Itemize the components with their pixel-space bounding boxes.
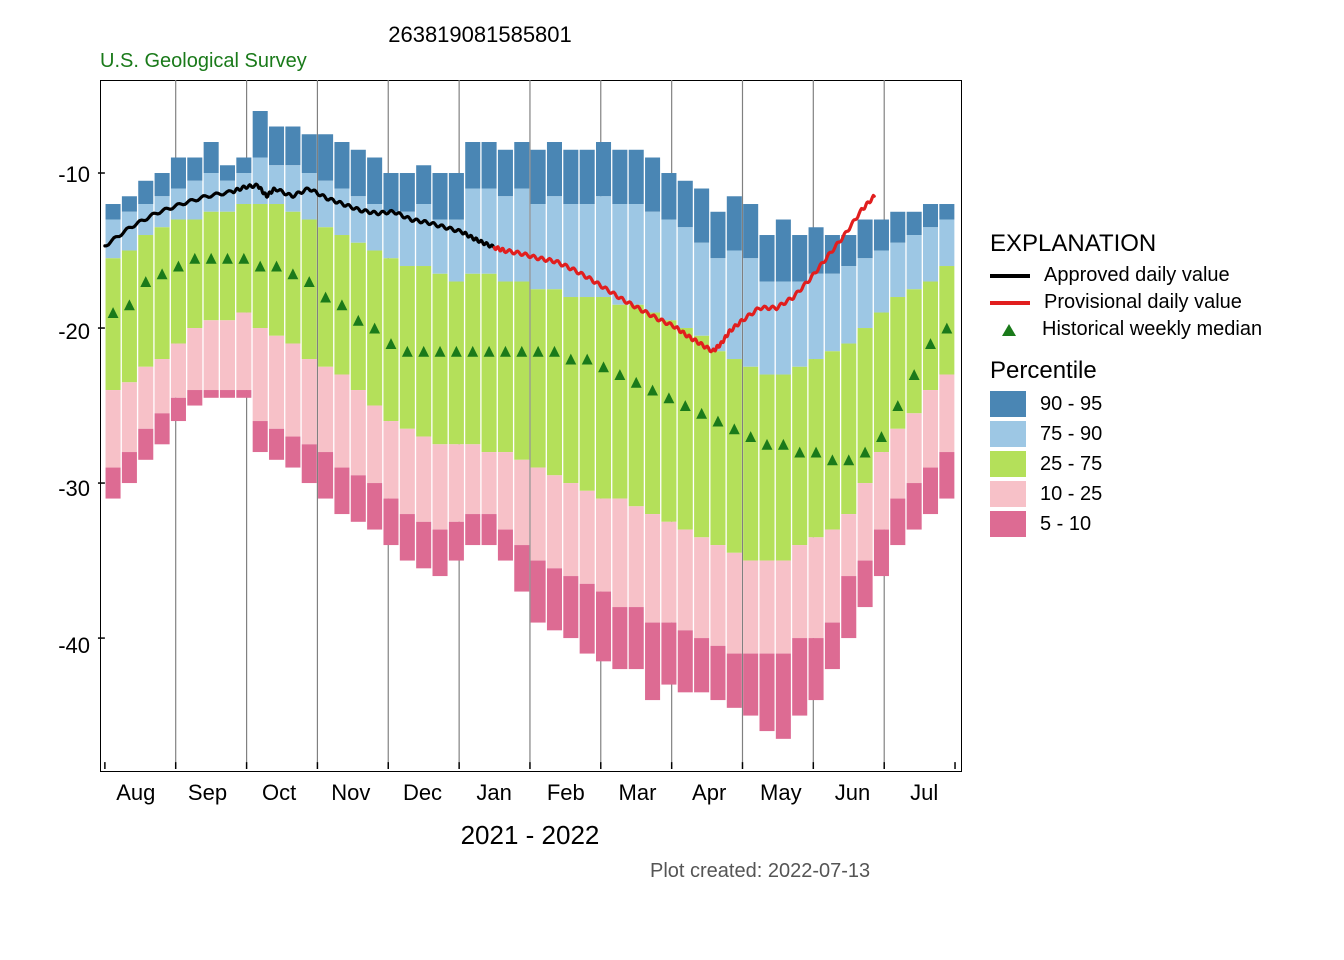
x-tick-label: Sep [188, 780, 227, 806]
legend-band-label: 25 - 75 [1040, 453, 1102, 476]
x-tick-label: Nov [331, 780, 370, 806]
legend-swatch-icon [990, 511, 1026, 537]
legend-swatch-icon [990, 421, 1026, 447]
legend-swatch-icon [990, 451, 1026, 477]
x-tick-label: Oct [262, 780, 296, 806]
legend-row-median: Historical weekly median [990, 318, 1262, 341]
legend-swatch-icon [990, 391, 1026, 417]
legend-percentile-title: Percentile [990, 357, 1262, 385]
x-tick-label: Dec [403, 780, 442, 806]
x-tick-label: Jan [476, 780, 511, 806]
legend-row-provisional: Provisional daily value [990, 291, 1262, 314]
plot-created-note: Plot created: 2022-07-13 [650, 860, 870, 883]
legend-label: Provisional daily value [1044, 291, 1242, 314]
x-tick-label: Aug [116, 780, 155, 806]
legend-line-provisional-icon [990, 301, 1030, 305]
legend-triangle-icon [1002, 324, 1016, 336]
y-tick-label: -30 [40, 476, 90, 502]
legend-band-row: 10 - 25 [990, 481, 1262, 507]
x-tick-label: Feb [547, 780, 585, 806]
legend-band-row: 5 - 10 [990, 511, 1262, 537]
x-tick-label: Mar [619, 780, 657, 806]
x-tick-label: Jun [835, 780, 870, 806]
legend-label: Approved daily value [1044, 264, 1230, 287]
y-tick-label: -40 [40, 633, 90, 659]
x-tick-label: May [760, 780, 802, 806]
legend-band-row: 25 - 75 [990, 451, 1262, 477]
usgs-label: U.S. Geological Survey [100, 50, 307, 73]
legend-band-label: 5 - 10 [1040, 513, 1091, 536]
legend-line-approved-icon [990, 274, 1030, 278]
legend-band-label: 75 - 90 [1040, 423, 1102, 446]
page: 263819081585801 U.S. Geological Survey -… [0, 0, 1344, 960]
chart-title: 263819081585801 [0, 22, 960, 48]
x-tick-label: Apr [692, 780, 726, 806]
legend-swatch-icon [990, 481, 1026, 507]
legend-row-approved: Approved daily value [990, 264, 1262, 287]
legend-band-label: 10 - 25 [1040, 483, 1102, 506]
legend: EXPLANATION Approved daily value Provisi… [990, 230, 1262, 541]
y-tick-label: -10 [40, 162, 90, 188]
legend-band-row: 75 - 90 [990, 421, 1262, 447]
legend-title: EXPLANATION [990, 230, 1262, 258]
x-axis-label: 2021 - 2022 [100, 820, 960, 851]
legend-label: Historical weekly median [1042, 318, 1262, 341]
x-tick-label: Jul [910, 780, 938, 806]
legend-bands: 90 - 95 75 - 90 25 - 75 10 - 25 5 - 10 [990, 391, 1262, 537]
legend-band-row: 90 - 95 [990, 391, 1262, 417]
y-tick-label: -20 [40, 319, 90, 345]
legend-band-label: 90 - 95 [1040, 393, 1102, 416]
plot-area [92, 80, 960, 770]
